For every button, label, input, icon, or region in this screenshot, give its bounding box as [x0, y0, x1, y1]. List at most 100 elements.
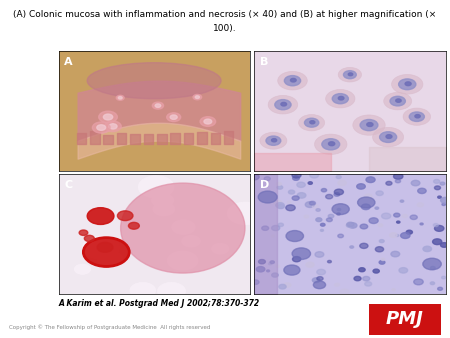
Circle shape [258, 191, 277, 203]
Circle shape [373, 127, 404, 147]
Circle shape [312, 278, 320, 283]
Circle shape [357, 184, 365, 189]
Circle shape [347, 222, 354, 227]
Circle shape [409, 112, 424, 121]
Circle shape [379, 261, 385, 264]
Circle shape [138, 176, 174, 198]
Circle shape [433, 223, 438, 227]
Circle shape [155, 104, 161, 107]
Circle shape [338, 234, 343, 238]
Circle shape [350, 246, 354, 248]
Circle shape [167, 251, 198, 270]
Circle shape [441, 243, 448, 247]
Circle shape [381, 258, 385, 261]
Circle shape [278, 223, 284, 226]
Circle shape [292, 172, 301, 178]
Circle shape [337, 213, 340, 215]
Circle shape [360, 224, 368, 229]
Circle shape [116, 95, 124, 100]
Circle shape [382, 213, 391, 219]
Circle shape [312, 204, 319, 209]
Circle shape [299, 115, 324, 131]
Circle shape [279, 284, 286, 289]
Circle shape [373, 269, 379, 273]
Circle shape [200, 117, 216, 126]
Circle shape [152, 193, 174, 208]
Circle shape [316, 218, 322, 222]
Circle shape [418, 188, 426, 194]
Circle shape [118, 97, 122, 99]
Circle shape [326, 218, 332, 222]
Circle shape [310, 121, 315, 124]
Circle shape [321, 189, 327, 192]
Circle shape [391, 251, 400, 257]
Text: C: C [64, 180, 72, 190]
Circle shape [227, 202, 263, 225]
Text: A: A [64, 57, 73, 67]
Circle shape [82, 236, 119, 259]
Text: Copyright © The Fellowship of Postgraduate Medicine  All rights reserved: Copyright © The Fellowship of Postgradua… [9, 324, 211, 330]
Circle shape [366, 177, 375, 183]
Circle shape [328, 260, 331, 263]
Circle shape [281, 102, 287, 106]
Circle shape [171, 220, 195, 235]
Circle shape [359, 268, 365, 272]
Circle shape [193, 94, 202, 100]
Circle shape [315, 252, 324, 257]
Circle shape [313, 281, 326, 289]
Circle shape [378, 224, 383, 227]
Circle shape [266, 136, 281, 145]
Circle shape [384, 92, 412, 110]
Circle shape [410, 215, 417, 220]
Circle shape [288, 190, 295, 194]
Circle shape [262, 226, 269, 231]
Circle shape [104, 121, 122, 132]
Circle shape [326, 90, 355, 108]
Text: PMJ: PMJ [386, 310, 424, 329]
Text: 100).: 100). [213, 24, 237, 33]
Circle shape [396, 221, 400, 223]
Circle shape [317, 269, 325, 275]
Circle shape [274, 200, 282, 206]
Circle shape [390, 233, 397, 238]
Circle shape [130, 282, 156, 298]
Circle shape [423, 246, 432, 251]
Circle shape [310, 201, 315, 205]
Circle shape [166, 113, 181, 122]
Circle shape [337, 209, 341, 211]
Circle shape [297, 193, 306, 198]
Circle shape [97, 242, 113, 252]
Circle shape [89, 237, 115, 254]
Circle shape [275, 100, 291, 110]
Circle shape [99, 111, 117, 123]
Circle shape [376, 191, 383, 195]
Circle shape [290, 78, 296, 82]
Circle shape [363, 276, 370, 281]
Circle shape [402, 214, 407, 218]
Circle shape [394, 213, 400, 217]
Circle shape [317, 276, 323, 281]
Circle shape [304, 215, 309, 218]
Circle shape [441, 276, 446, 279]
Circle shape [315, 134, 347, 154]
Circle shape [434, 179, 440, 183]
Circle shape [292, 176, 299, 180]
Circle shape [367, 123, 373, 126]
Ellipse shape [87, 63, 221, 99]
Circle shape [340, 289, 349, 295]
Circle shape [117, 211, 133, 221]
Circle shape [442, 203, 446, 206]
Circle shape [284, 283, 291, 287]
Circle shape [430, 282, 435, 285]
Circle shape [364, 194, 372, 198]
Circle shape [252, 280, 259, 284]
Circle shape [406, 230, 413, 234]
Circle shape [266, 270, 270, 272]
Circle shape [338, 96, 344, 100]
Circle shape [396, 99, 401, 102]
Circle shape [435, 225, 444, 231]
Circle shape [259, 260, 266, 264]
Circle shape [411, 180, 420, 186]
Circle shape [332, 204, 349, 215]
Text: D: D [260, 180, 269, 190]
